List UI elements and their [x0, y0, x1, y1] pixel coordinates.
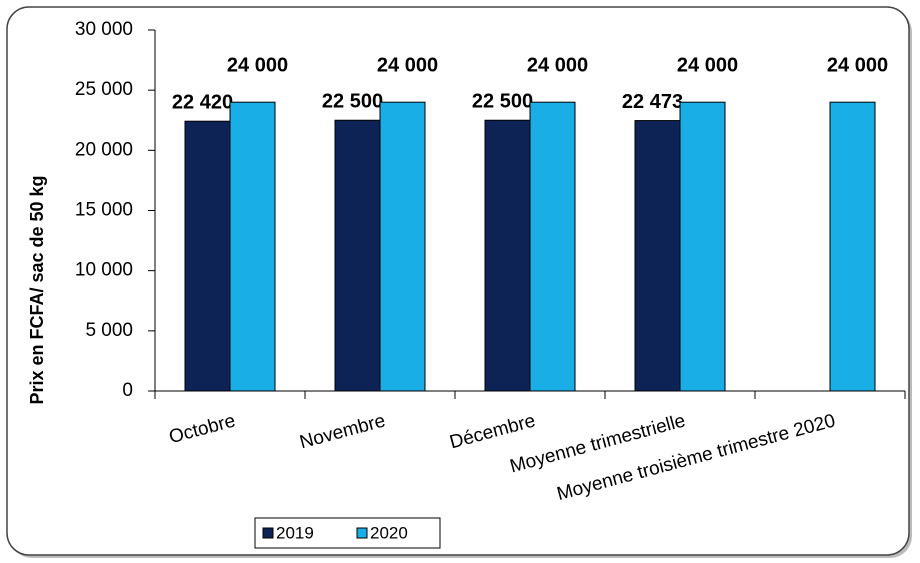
- y-axis-label: Prix en FCFA/ sac de 50 kg: [27, 175, 47, 404]
- y-tick-label: 5 000: [85, 320, 133, 341]
- bar: [184, 120, 231, 392]
- data-label: 22 473: [622, 91, 683, 113]
- y-tick-label: 20 000: [75, 139, 133, 160]
- bar: [379, 101, 426, 392]
- legend-box: [254, 517, 441, 549]
- legend-marker: [356, 527, 368, 539]
- data-label: 24 000: [827, 54, 888, 76]
- legend-label: 2019: [276, 523, 314, 542]
- bar: [529, 101, 576, 392]
- y-tick-label: 25 000: [75, 79, 133, 100]
- bar: [484, 119, 531, 392]
- bar: [634, 120, 681, 392]
- data-label: 22 500: [472, 91, 533, 113]
- legend-marker: [262, 527, 274, 539]
- bar: [829, 101, 876, 392]
- bar: [679, 101, 726, 392]
- data-label: 24 000: [377, 54, 438, 76]
- frame: [6, 6, 910, 556]
- data-label: 24 000: [677, 54, 738, 76]
- bar: [229, 101, 276, 392]
- legend-label: 2020: [370, 523, 408, 542]
- data-label: 22 420: [172, 91, 233, 113]
- y-tick-label: 0: [122, 380, 133, 401]
- y-tick-label: 30 000: [75, 19, 133, 40]
- data-label: 22 500: [322, 91, 383, 113]
- y-tick-label: 15 000: [75, 200, 133, 221]
- y-tick-label: 10 000: [75, 260, 133, 281]
- data-label: 24 000: [227, 54, 288, 76]
- data-label: 24 000: [527, 54, 588, 76]
- bar: [334, 119, 381, 392]
